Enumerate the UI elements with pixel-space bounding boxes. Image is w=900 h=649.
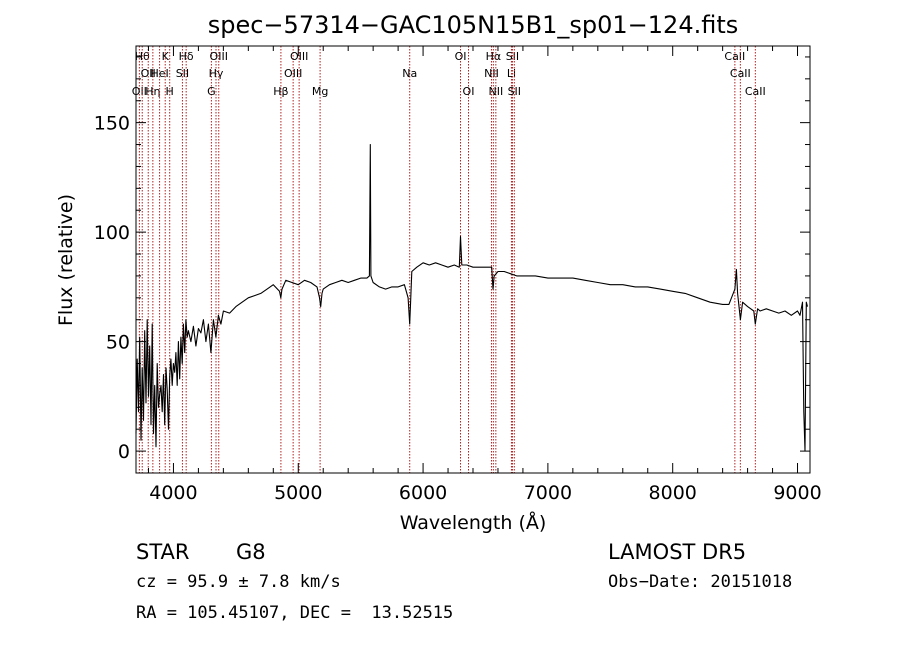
y-tick-label: 100 — [94, 222, 130, 244]
observation-date: Obs−Date: 20151018 — [608, 572, 793, 592]
marker-label: CaII — [724, 50, 745, 63]
x-axis-label: Wavelength (Å) — [400, 511, 547, 534]
marker-label: Hη — [145, 85, 160, 98]
y-tick-label: 50 — [106, 332, 130, 354]
object-class: STAR — [136, 540, 190, 564]
marker-label: G — [207, 85, 216, 98]
marker-label: Hβ — [273, 85, 288, 98]
x-tick-label: 6000 — [399, 482, 447, 504]
marker-label: SII — [506, 50, 519, 63]
y-tick-label: 0 — [118, 441, 130, 463]
y-tick-label: 150 — [94, 113, 130, 135]
marker-label: NII — [484, 67, 499, 80]
marker-label: SII — [508, 85, 521, 98]
x-tick-label: 4000 — [149, 482, 197, 504]
marker-label: HeI — [150, 67, 168, 80]
y-axis-label: Flux (relative) — [55, 194, 77, 326]
marker-label: OI — [463, 85, 475, 98]
marker-label: Mg — [312, 85, 328, 98]
marker-label: CaII — [730, 67, 751, 80]
marker-label: OII — [141, 67, 156, 80]
axes: 4000 5000 6000 7000 8000 9000 0 50 100 150 — [94, 46, 822, 504]
marker-label: K — [162, 50, 170, 63]
marker-label: OIII — [290, 50, 308, 63]
marker-label: SII — [176, 67, 189, 80]
x-tick-label: 5000 — [274, 482, 322, 504]
x-tick-label: 7000 — [524, 482, 572, 504]
x-tick-label: 8000 — [649, 482, 697, 504]
chart-title: spec−57314−GAC105N15B1_sp01−124.fits — [208, 11, 739, 39]
spectrum-series — [135, 143, 809, 452]
marker-label: CaII — [745, 85, 766, 98]
marker-label: OIII — [210, 50, 228, 63]
spectrum-line — [135, 143, 809, 452]
line-markers: OIIHθOIIHηHeIKHSIIHδGHγOIIIHβOIIIOIIIMgN… — [132, 46, 766, 473]
marker-label: Li — [507, 67, 516, 80]
x-tick-label: 9000 — [773, 482, 821, 504]
marker-label: NII — [488, 85, 503, 98]
marker-label: OI — [455, 50, 467, 63]
marker-label: H — [166, 85, 174, 98]
marker-label: Hα — [486, 50, 502, 63]
marker-label: OIII — [284, 67, 302, 80]
marker-label: Hδ — [179, 50, 194, 63]
object-subclass: G8 — [236, 540, 266, 564]
marker-label: Hθ — [135, 50, 150, 63]
marker-label: Na — [402, 67, 417, 80]
ra-dec-coordinates: RA = 105.45107, DEC = 13.52515 — [136, 603, 454, 623]
plot-frame — [135, 45, 811, 474]
marker-label: Hγ — [209, 67, 224, 80]
redshift-velocity: cz = 95.9 ± 7.8 km/s — [136, 572, 341, 592]
survey-name: LAMOST DR5 — [608, 540, 747, 564]
